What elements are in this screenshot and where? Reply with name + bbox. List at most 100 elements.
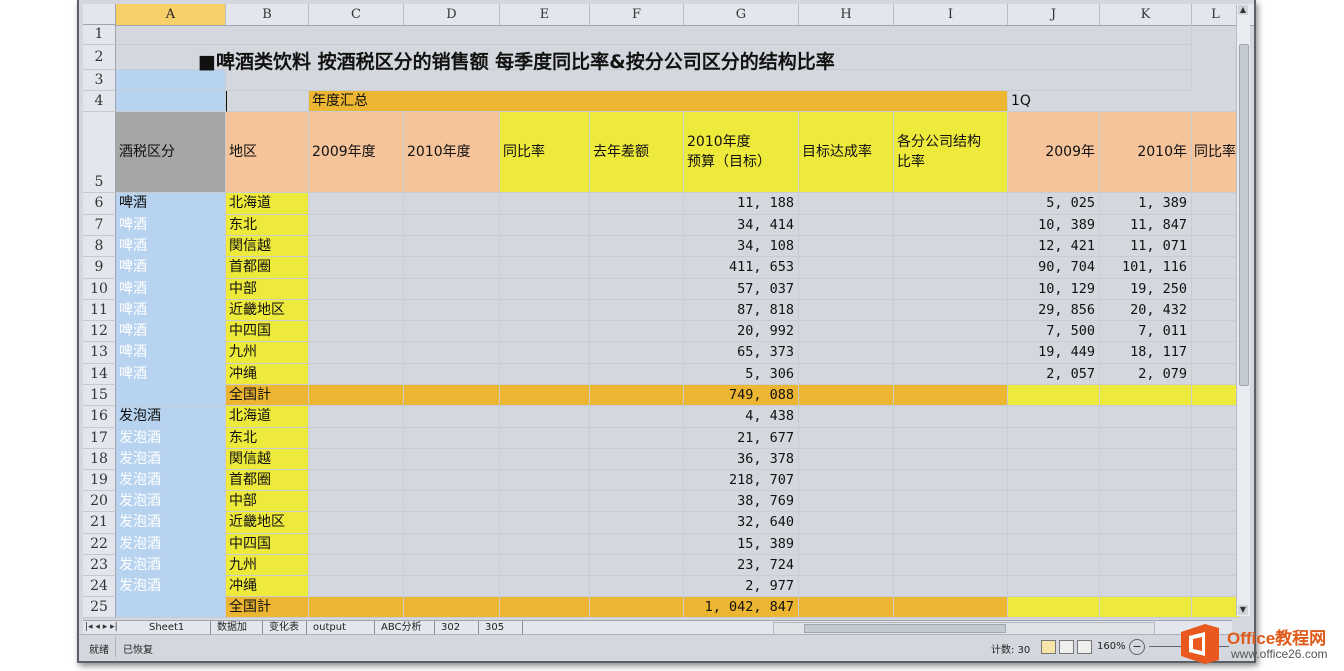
cell-structure[interactable] [894, 428, 1008, 449]
cell-structure[interactable] [894, 300, 1008, 321]
q1-2010-cell[interactable]: 19, 250 [1100, 279, 1192, 300]
q1-2009-cell[interactable]: 12, 421 [1008, 236, 1100, 257]
row1-blank[interactable] [116, 25, 1192, 45]
cell-structure[interactable] [894, 215, 1008, 236]
cell-2009[interactable] [309, 215, 404, 236]
category-cell[interactable]: 发泡酒 [116, 428, 226, 449]
cell-structure[interactable] [894, 279, 1008, 300]
cell-structure[interactable] [894, 364, 1008, 385]
cell-2009[interactable] [309, 321, 404, 342]
cell-2010[interactable] [404, 279, 500, 300]
column-header-A[interactable]: A [116, 4, 226, 25]
q1-yoy-cell[interactable] [1192, 470, 1240, 491]
cell-diff[interactable] [590, 534, 684, 555]
total-cell[interactable] [799, 597, 894, 618]
cell-2009[interactable] [309, 470, 404, 491]
cell-structure[interactable] [894, 512, 1008, 534]
category-cell[interactable]: 啤酒 [116, 193, 226, 215]
budget-cell[interactable]: 36, 378 [684, 449, 799, 470]
row-header-13[interactable]: 13 [83, 342, 116, 364]
category-cell[interactable]: 啤酒 [116, 321, 226, 342]
cell-2009[interactable] [309, 236, 404, 257]
q1-yoy-cell[interactable] [1192, 534, 1240, 555]
scroll-up-icon[interactable]: ▲ [1238, 5, 1248, 15]
q1-2009-cell[interactable]: 5, 025 [1008, 193, 1100, 215]
header-i[interactable]: 各分公司结构 比率 [894, 112, 1008, 193]
cell-yoy[interactable] [500, 257, 590, 279]
row-header-6[interactable]: 6 [83, 193, 116, 215]
hscroll-thumb[interactable] [804, 624, 1006, 633]
row-header-5[interactable]: 5 [83, 112, 116, 193]
sheet-tab-4[interactable]: ABC分析 [375, 621, 435, 635]
q1-yoy-cell[interactable] [1192, 321, 1240, 342]
q1-2010-cell[interactable]: 7, 011 [1100, 321, 1192, 342]
cell-diff[interactable] [590, 555, 684, 576]
q1-2010-cell[interactable] [1100, 428, 1192, 449]
cell-2010[interactable] [404, 406, 500, 428]
cell-2010[interactable] [404, 236, 500, 257]
budget-cell[interactable]: 4, 438 [684, 406, 799, 428]
q1-2010-cell[interactable]: 2, 079 [1100, 364, 1192, 385]
cell-diff[interactable] [590, 576, 684, 597]
total-cell[interactable] [894, 385, 1008, 406]
region-cell[interactable]: 中四国 [226, 321, 309, 342]
cell-2009[interactable] [309, 364, 404, 385]
total-q1-cell[interactable] [1008, 597, 1100, 618]
region-cell[interactable]: 近畿地区 [226, 512, 309, 534]
cell-achievement[interactable] [799, 576, 894, 597]
column-header-E[interactable]: E [500, 4, 590, 25]
total-q1-cell[interactable] [1192, 597, 1240, 618]
q1-2009-cell[interactable]: 7, 500 [1008, 321, 1100, 342]
cell-achievement[interactable] [799, 257, 894, 279]
header-h[interactable]: 目标达成率 [799, 112, 894, 193]
sheet-tab-6[interactable]: 305 [479, 621, 523, 635]
region-cell[interactable]: 関信越 [226, 236, 309, 257]
row-header-7[interactable]: 7 [83, 215, 116, 236]
q1-yoy-cell[interactable] [1192, 300, 1240, 321]
zoom-level[interactable]: 160% [1097, 641, 1126, 652]
cell-2009[interactable] [309, 406, 404, 428]
q1-2009-cell[interactable]: 10, 129 [1008, 279, 1100, 300]
cell-yoy[interactable] [500, 512, 590, 534]
budget-cell[interactable]: 20, 992 [684, 321, 799, 342]
row-header-20[interactable]: 20 [83, 491, 116, 512]
header-b[interactable]: 地区 [226, 112, 309, 193]
q1-2009-cell[interactable]: 10, 389 [1008, 215, 1100, 236]
total-label[interactable]: 全国計 [226, 385, 309, 406]
cell-achievement[interactable] [799, 321, 894, 342]
budget-cell[interactable]: 23, 724 [684, 555, 799, 576]
cell-2009[interactable] [309, 342, 404, 364]
row-header-8[interactable]: 8 [83, 236, 116, 257]
q1-yoy-cell[interactable] [1192, 257, 1240, 279]
cell-2009[interactable] [309, 555, 404, 576]
q1-2010-cell[interactable]: 18, 117 [1100, 342, 1192, 364]
category-cell-total[interactable] [116, 385, 226, 406]
sheet-tab-5[interactable]: 302 [435, 621, 479, 635]
region-cell[interactable]: 首都圈 [226, 470, 309, 491]
cell-diff[interactable] [590, 364, 684, 385]
category-cell[interactable]: 啤酒 [116, 215, 226, 236]
cell-diff[interactable] [590, 470, 684, 491]
cell-2009[interactable] [309, 428, 404, 449]
q1-2009-cell[interactable] [1008, 428, 1100, 449]
header-k[interactable]: 2010年 [1100, 112, 1192, 193]
cell-yoy[interactable] [500, 449, 590, 470]
region-cell[interactable]: 九州 [226, 555, 309, 576]
category-cell[interactable]: 发泡酒 [116, 512, 226, 534]
cell-A2[interactable] [116, 45, 226, 70]
row-header-11[interactable]: 11 [83, 300, 116, 321]
q1-2009-cell[interactable]: 2, 057 [1008, 364, 1100, 385]
header-l[interactable]: 同比率 [1192, 112, 1240, 193]
budget-cell[interactable]: 34, 108 [684, 236, 799, 257]
zoom-out-icon[interactable]: − [1129, 639, 1145, 655]
q1-2010-cell[interactable] [1100, 470, 1192, 491]
cell-2009[interactable] [309, 512, 404, 534]
sheet-tab-2[interactable]: 变化表 [263, 621, 307, 635]
cell-2010[interactable] [404, 364, 500, 385]
cell-structure[interactable] [894, 321, 1008, 342]
cell-diff[interactable] [590, 321, 684, 342]
q1-2009-cell[interactable] [1008, 491, 1100, 512]
q1-2010-cell[interactable] [1100, 512, 1192, 534]
cell-2010[interactable] [404, 257, 500, 279]
row-header-25[interactable]: 25 [83, 597, 116, 618]
